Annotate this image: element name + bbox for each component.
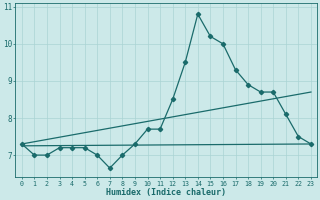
X-axis label: Humidex (Indice chaleur): Humidex (Indice chaleur) [106, 188, 226, 197]
